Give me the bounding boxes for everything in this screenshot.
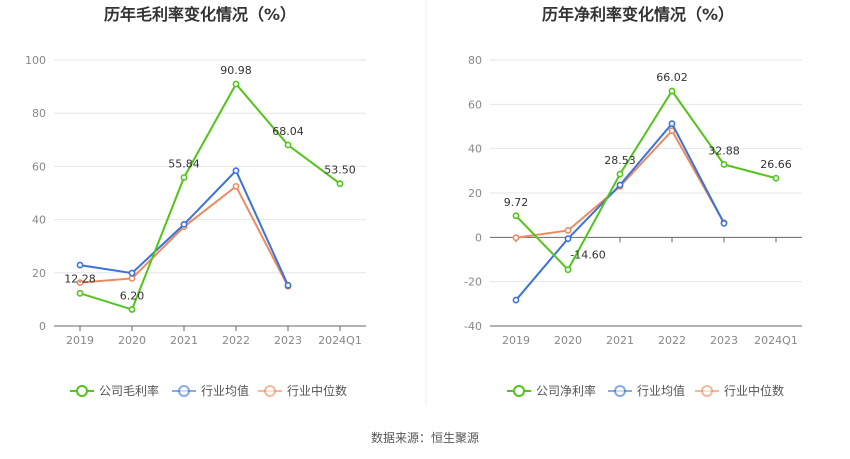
legend-item-2[interactable]: 行业中位数 (258, 383, 347, 398)
y-tick-label: 100 (25, 54, 46, 67)
y-tick-label: 0 (475, 231, 482, 244)
data-point (720, 161, 728, 168)
y-tick-label: 40 (468, 143, 482, 156)
legend-label: 公司净利率 (536, 383, 596, 398)
legend-label: 行业均值 (201, 383, 249, 398)
data-point (128, 306, 136, 313)
series-line-1 (515, 121, 725, 301)
legend-item-1[interactable]: 行业均值 (172, 383, 249, 398)
data-point (336, 180, 344, 188)
data-point (284, 141, 292, 149)
x-tick-label: 2020 (118, 334, 146, 347)
legend-label: 行业均值 (637, 383, 685, 398)
legend-marker-icon (513, 385, 525, 397)
data-point (180, 174, 188, 181)
data-point (668, 87, 676, 95)
data-label: 32.88 (708, 144, 740, 157)
x-tick-label: 2024Q1 (318, 334, 362, 347)
y-tick-label: 40 (32, 214, 46, 227)
chart-title: 历年净利率变化情况（%） (542, 5, 734, 24)
legend-item-0[interactable]: 公司毛利率 (70, 383, 159, 398)
y-tick-label: -40 (464, 320, 482, 333)
x-tick-label: 2022 (658, 334, 686, 347)
chart-panel-1: 历年毛利率变化情况（%） 0 20 40 60 80 100 2019 2020 2021 2022… (25, 5, 366, 398)
data-point (668, 120, 676, 128)
x-tick-label: 2021 (170, 334, 198, 347)
data-point (720, 219, 728, 227)
y-tick-label: 80 (468, 54, 482, 67)
data-point (128, 274, 136, 282)
data-point (564, 235, 572, 243)
data-label: 68.04 (272, 125, 304, 138)
x-tick-label: 2021 (606, 334, 634, 347)
data-point (76, 261, 84, 269)
y-tick-label: 80 (32, 107, 46, 120)
series-line-0 (515, 89, 777, 272)
data-point (232, 182, 240, 190)
data-point (284, 281, 292, 289)
chart-title: 历年毛利率变化情况（%） (104, 5, 296, 24)
legend-item-0[interactable]: 公司净利率 (507, 383, 596, 398)
x-tick-label: 2020 (554, 334, 582, 347)
y-tick-label: 20 (32, 267, 46, 280)
data-point (564, 227, 572, 234)
x-tick-label: 2022 (222, 334, 250, 347)
data-point (232, 80, 240, 88)
data-label: 26.66 (760, 158, 792, 171)
legend-label: 行业中位数 (724, 383, 784, 398)
legend-label: 行业中位数 (287, 383, 347, 398)
y-tick-label: 20 (468, 187, 482, 200)
data-point (232, 167, 240, 175)
data-point (512, 212, 520, 220)
data-label: -14.60 (570, 249, 605, 262)
data-point (76, 279, 84, 287)
data-point (616, 181, 624, 189)
data-point (564, 266, 572, 274)
legend-item-1[interactable]: 行业均值 (608, 383, 685, 398)
data-label: 12.28 (64, 272, 96, 285)
data-point (512, 296, 520, 304)
data-point (180, 220, 188, 228)
x-tick-label: 2019 (66, 334, 94, 347)
y-tick-label: 0 (39, 320, 46, 333)
x-tick-label: 2019 (502, 334, 530, 347)
data-label: 90.98 (220, 64, 252, 77)
data-point (772, 174, 780, 182)
data-label: 55.84 (168, 157, 200, 170)
data-label: 53.50 (324, 164, 356, 177)
data-label: 9.72 (504, 196, 529, 209)
y-tick-label: 60 (32, 160, 46, 173)
y-tick-label: -20 (464, 276, 482, 289)
legend-label: 公司毛利率 (99, 383, 159, 398)
legend-marker-icon (701, 385, 713, 397)
legend-marker-icon (614, 385, 626, 397)
data-label: 6.20 (120, 290, 145, 303)
data-point (76, 289, 84, 297)
series-line-2 (79, 184, 289, 287)
legend-item-2[interactable]: 行业中位数 (695, 383, 784, 398)
legend-marker-icon (178, 385, 190, 397)
x-tick-label: 2023 (710, 334, 738, 347)
y-tick-label: 60 (468, 98, 482, 111)
chart-panel-2: 历年净利率变化情况（%） -40 -20 0 20 40 60 80 2019 2020 2021 2… (464, 5, 802, 398)
series-line-0 (79, 82, 341, 311)
data-source-note: 数据来源：恒生聚源 (370, 431, 479, 445)
x-tick-label: 2023 (274, 334, 302, 347)
legend-marker-icon (76, 385, 88, 397)
x-tick-label: 2024Q1 (754, 334, 798, 347)
legend-marker-icon (264, 385, 276, 397)
data-point (616, 170, 624, 178)
data-label: 66.02 (656, 71, 688, 84)
data-point (128, 269, 136, 277)
data-label: 28.53 (604, 154, 636, 167)
data-point (512, 234, 520, 242)
